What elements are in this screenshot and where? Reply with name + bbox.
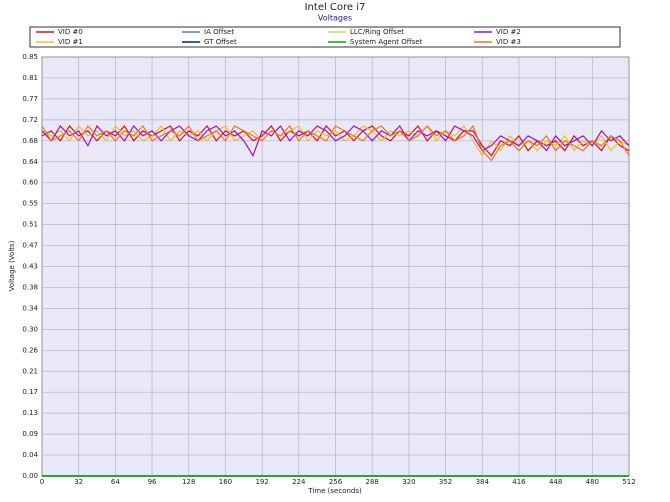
y-tick-label: 0.47 (22, 242, 38, 250)
legend-box (29, 26, 621, 48)
y-tick-label: 0.13 (22, 409, 38, 417)
x-tick-label: 128 (182, 478, 195, 486)
y-tick-label: 0.72 (22, 116, 38, 124)
y-tick-label: 0.81 (22, 74, 38, 82)
y-tick-label: 0.09 (22, 430, 38, 438)
y-tick-label: 0.00 (22, 472, 38, 480)
x-tick-label: 224 (292, 478, 306, 486)
x-tick-label: 96 (148, 478, 157, 486)
x-tick-label: 288 (366, 478, 379, 486)
legend-label: VID #2 (496, 28, 521, 36)
legend-label: VID #3 (496, 38, 521, 46)
x-tick-label: 0 (40, 478, 44, 486)
x-tick-label: 352 (439, 478, 452, 486)
y-tick-label: 0.77 (22, 95, 38, 103)
y-tick-label: 0.64 (22, 158, 38, 166)
y-axis-label: Voltage (Volts) (8, 240, 16, 291)
chart-subtitle: Voltages (318, 14, 352, 23)
x-tick-label: 32 (74, 478, 83, 486)
chart-title: Intel Core i7 (305, 2, 366, 13)
legend-label: VID #0 (58, 28, 83, 36)
y-tick-label: 0.26 (22, 346, 38, 354)
y-tick-label: 0.55 (22, 200, 38, 208)
y-tick-label: 0.43 (22, 263, 38, 271)
x-axis-label: Time (seconds) (307, 487, 362, 495)
y-tick-label: 0.60 (22, 179, 38, 187)
x-tick-label: 512 (622, 478, 635, 486)
data-line (41, 125, 630, 157)
y-tick-label: 0.38 (22, 283, 38, 291)
data-line (41, 124, 630, 157)
legend-label: IA Offset (204, 28, 234, 36)
x-tick-label: 480 (586, 478, 599, 486)
x-tick-label: 416 (512, 478, 526, 486)
x-tick-label: 320 (402, 478, 415, 486)
legend-label: LLC/Ring Offset (350, 28, 404, 36)
y-tick-label: 0.30 (22, 325, 38, 333)
y-tick-label: 0.51 (22, 221, 38, 229)
x-tick-label: 448 (549, 478, 562, 486)
y-tick-label: 0.04 (22, 451, 38, 459)
y-tick-label: 0.85 (22, 53, 38, 61)
y-tick-label: 0.17 (22, 388, 38, 396)
legend-label: VID #1 (58, 38, 83, 46)
y-tick-label: 0.21 (22, 367, 38, 375)
x-tick-label: 160 (219, 478, 232, 486)
legend-label: GT Offset (204, 38, 237, 46)
legend-label: System Agent Offset (350, 38, 423, 46)
data-line (41, 125, 630, 157)
x-tick-label: 256 (329, 478, 343, 486)
x-tick-label: 384 (476, 478, 490, 486)
x-tick-label: 192 (255, 478, 268, 486)
y-tick-label: 0.34 (22, 304, 38, 312)
data-line (41, 124, 630, 162)
y-tick-label: 0.68 (22, 137, 38, 145)
x-tick-label: 64 (111, 478, 120, 486)
